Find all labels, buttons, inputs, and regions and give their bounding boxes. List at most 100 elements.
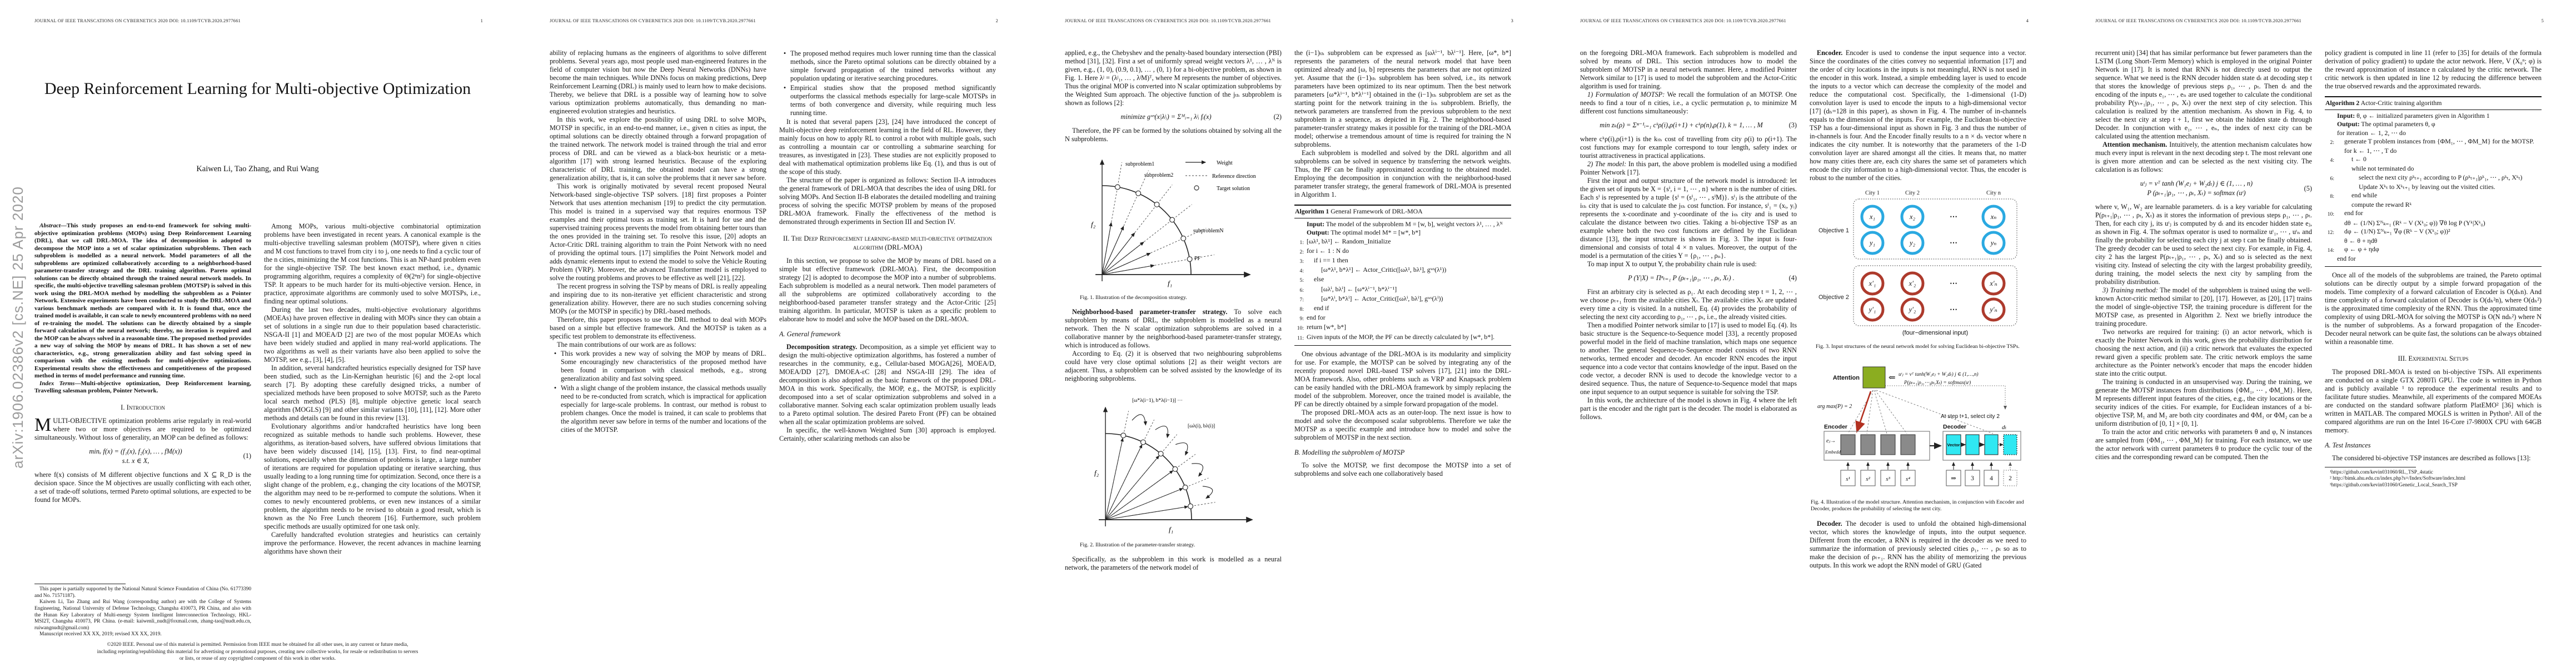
- paragraph: The recent progress in solving the TSP b…: [550, 282, 766, 316]
- fig4-diagram: Attention ⇐ uᵗⱼ = vᵀ tanh(W₁eⱼ + W₂dₜ) j…: [1817, 366, 2021, 486]
- journal-header: JOURNAL OF IEEE TRANSCATIONS ON CYBERNET…: [1580, 18, 1786, 23]
- paragraph-text: Encoder is used to condense the input se…: [1810, 49, 2026, 182]
- fig3-caption: Fig. 3. Input structures of the neural n…: [1816, 344, 2020, 350]
- algorithm-line: 2: generate T problem instances from {ΦM₁…: [2325, 137, 2542, 147]
- footnote-line: ¹https://github.com/kevin031060/RL_TSP_4…: [2330, 469, 2433, 475]
- algorithm-line: 8: end if: [1294, 304, 1511, 313]
- paragraph-text: Therefore, the PF can be formed by the s…: [1065, 127, 1282, 143]
- algorithm-line-number: 8:: [1299, 306, 1304, 313]
- algorithm-line-body: [ω*λ¹, b*λ¹] ← Actor_Critic([ωλ¹, bλ¹], …: [1321, 266, 1447, 274]
- bullet-icon: •: [554, 350, 557, 357]
- paragraph: It is noted that several papers [23], [2…: [779, 118, 996, 176]
- algorithm-line: 8: end while: [2325, 191, 2542, 201]
- equation-body: P (Y|X) = Πⁿₜ₌₁ P (ρₜ₊₁|ρ₁, ⋯ , ρₜ, Xₜ) …: [1580, 273, 1782, 283]
- algorithm-line-number: [1294, 228, 1304, 237]
- paragraph-lead: Encoder.: [1817, 49, 1843, 57]
- paragraph: where v, W₁, W₂ are learnable parameters…: [2095, 203, 2312, 286]
- fig1-legend-refdir: Reference direction: [1212, 173, 1256, 180]
- paragraph-text: First an arbitrary city is selected as ρ…: [1580, 288, 1797, 321]
- fig3-x2: x₂: [1909, 213, 1916, 221]
- paragraph-text: One obvious advantage of the DRL-MOA is …: [1294, 350, 1511, 408]
- subsection-heading: B. Modelling the subproblem of MOTSP: [1294, 448, 1405, 456]
- fig2-label-cur-params: [ωλ(i), bλ(i)]: [1188, 423, 1215, 429]
- fig1-label-subproblemN: subproblemN: [1193, 228, 1223, 234]
- algorithm-line-body: compute the reward Rᵏ: [2351, 201, 2412, 209]
- paragraph-text: In this work, we explore the possibility…: [550, 116, 766, 182]
- bullet-icon: •: [783, 49, 786, 57]
- fig4-implies-icon: ⇐: [1889, 374, 1896, 382]
- algorithm-line: dθ ← (1/N) Σᴺₖ₌₁ (Rᵏ − V (Xᵏ₀; φ)) ∇θ lo…: [2325, 219, 2542, 227]
- algorithm-line-number: 5:: [1299, 277, 1304, 284]
- figure-parameter-transfer: [ω*λ(i−1), b*λ(i−1)] ⋯ [ωλ(i), bλ(i)] f₂…: [1079, 387, 1268, 554]
- section-heading: I. Introduction: [121, 403, 165, 411]
- fig1-caption: Fig. 1. Illustration of the decompositio…: [1080, 295, 1187, 301]
- algorithm-line-body: for k ← 1, ⋯ , T do: [2344, 147, 2397, 155]
- algorithm-line: 10: return [w*, b*]: [1294, 323, 1511, 332]
- footnote-line: Kaiwen Li, Tao Zhang and Rui Wang (corre…: [34, 599, 251, 631]
- paragraph-text: Decomposition, as a simple yet efficient…: [779, 343, 996, 426]
- column-right: Encoder. Encoder is used to condense the…: [1810, 49, 2026, 631]
- paragraph: Then a modified Pointer network similar …: [1580, 321, 1797, 396]
- fig3-subcaption: (four−dimensional input): [1902, 330, 1968, 336]
- algorithm-line: 6: select the next city ρᵏₜ₊₁ according t…: [2325, 173, 2542, 183]
- algorithm-line-body: for iteration ← 1, 2, ⋯ do: [2337, 128, 2406, 137]
- algorithm-line-body: [ωλ¹, bλ¹] ← Random_Initialize: [1307, 237, 1391, 245]
- column-left: Abstract—This study proposes an end-to-e…: [34, 222, 251, 638]
- algorithm-line: Output: The optimal model M* = [w*, b*]: [1294, 228, 1511, 237]
- equation: min zₖ(ρ) = Σⁿ⁻¹ᵢ₌₁ cᵏρ(i),ρ(i+1) + cᵏρ(…: [1580, 121, 1797, 130]
- bullet-item: • With a slight change of the problem ins…: [550, 384, 766, 434]
- paragraph: Decomposition strategy. Decomposition, a…: [779, 343, 996, 426]
- algorithm-line-text: [ωλ¹, bλ¹] ← Random_Initialize: [1307, 237, 1511, 247]
- equation: uᵗⱼ = vᵀ tanh (W₁eⱼ + W₂dₜ) j ∈ (1, … , …: [2095, 179, 2312, 198]
- paragraph-text: where cᵏρ(i),ρ(i+1) is the kₜₕ cost of t…: [1580, 135, 1797, 160]
- algorithm-line: for iteration ← 1, 2, ⋯ do: [2325, 129, 2542, 137]
- fig4-vector-label: Vector: [1947, 442, 1960, 447]
- paragraph-lead: Index Terms—: [39, 380, 81, 387]
- fig3-xp1: x′₁: [1869, 280, 1876, 287]
- algorithm-line-text: Update Xᵏₜ to Xᵏₜ₊₁ by leaving out the v…: [2337, 183, 2542, 191]
- fig3-xp2: x′₂: [1909, 280, 1916, 287]
- fig3-dots: ⋯: [1950, 306, 1957, 314]
- paragraph-text: policy gradient is computed in line 11 (…: [2325, 49, 2542, 90]
- algorithm-line-body: end for: [2337, 255, 2356, 263]
- paragraph-text: To map input X to output Y, the probabil…: [1587, 260, 1757, 268]
- paragraph-text: Specifically, as the subproblem in this …: [1065, 555, 1282, 572]
- algorithm-line-body: dφ ← (1/N) Σᴺₖ₌₁ ∇φ (Rᵏ − V (Xᵏ₀; φ))²: [2344, 227, 2450, 235]
- algorithm-line-number: 3:: [1299, 258, 1304, 265]
- paragraph-lead: Decoder.: [1817, 519, 1842, 527]
- page-header: JOURNAL OF IEEE TRANSCATIONS ON CYBERNET…: [1580, 18, 2029, 23]
- page-4-columns: on the foregoing DRL-MOA framework. Each…: [1580, 49, 2026, 631]
- column-right: policy gradient is computed in line 11 (…: [2325, 49, 2542, 631]
- equation-body: minimize gʷˢ(x|λʲᵢ) = Σᴹᵢ₌₁ λʲᵢ fᵢ(x): [1065, 112, 1267, 122]
- page-number: 4: [2026, 18, 2029, 23]
- paragraph: 1) Formulation of MOTSP: We recall the f…: [1580, 91, 1797, 116]
- algorithm-line-number: 4:: [1299, 268, 1304, 275]
- algorithm-line-number: 7:: [1299, 296, 1304, 303]
- equation-body: minₓ f(x) = (f₁(x), f₂(x), … , fM(x)) s.t…: [34, 447, 237, 466]
- equation-number: (3): [1788, 121, 1797, 129]
- figure-decomposition-strategy: subproblem1 subproblem2 subproblemN PF f…: [1079, 148, 1268, 307]
- paragraph: Therefore, this paper proposes to use th…: [550, 316, 766, 341]
- fig1-legend-target: Target solution: [1217, 186, 1250, 192]
- paragraph: Two networks are required for training: …: [2095, 328, 2312, 378]
- algorithm-line-text: [ωλⁱ, bλⁱ] ← [ω*λⁱ⁻¹, b*λⁱ⁻¹]: [1307, 285, 1511, 295]
- subsection-heading: A. General framework: [779, 330, 841, 338]
- algorithm-line-number: 8:: [2330, 193, 2334, 200]
- fig4-select-label: At step t+1, select city 2: [1941, 414, 2000, 420]
- algorithm-line-body: The model of the subproblem M = [w, b], …: [1324, 220, 1503, 228]
- paragraph: 2) The model: In this part, the above pr…: [1580, 160, 1797, 177]
- fig2-axis-f1: f₁: [1169, 525, 1173, 534]
- bullet-icon: •: [783, 84, 786, 92]
- algorithm-line-text: Output: The optimal model M* = [w*, b*]: [1307, 228, 1511, 237]
- paragraph-text: Once all of the models of the subproblem…: [2325, 271, 2542, 346]
- algorithm-line-text: else: [1307, 275, 1511, 285]
- algorithm-line-body: φ ← φ + ηdφ: [2344, 245, 2379, 253]
- paragraph-lead: Attention mechanism.: [2102, 141, 2168, 148]
- algorithm-line-body: [ω*λⁱ, b*λⁱ] ← Actor_Critic([ωλⁱ, bλⁱ], …: [1321, 294, 1443, 302]
- paragraph-text: The main contributions of our work are a…: [557, 341, 696, 349]
- fig1-axis-f1: f₁: [1168, 279, 1172, 287]
- paragraph: recurrent unit) [34] that has similar pe…: [2095, 49, 2312, 141]
- algorithm-line-text: for i ← 1 : N do: [1307, 247, 1511, 256]
- paragraph-lead: 2) The model:: [1587, 160, 1627, 168]
